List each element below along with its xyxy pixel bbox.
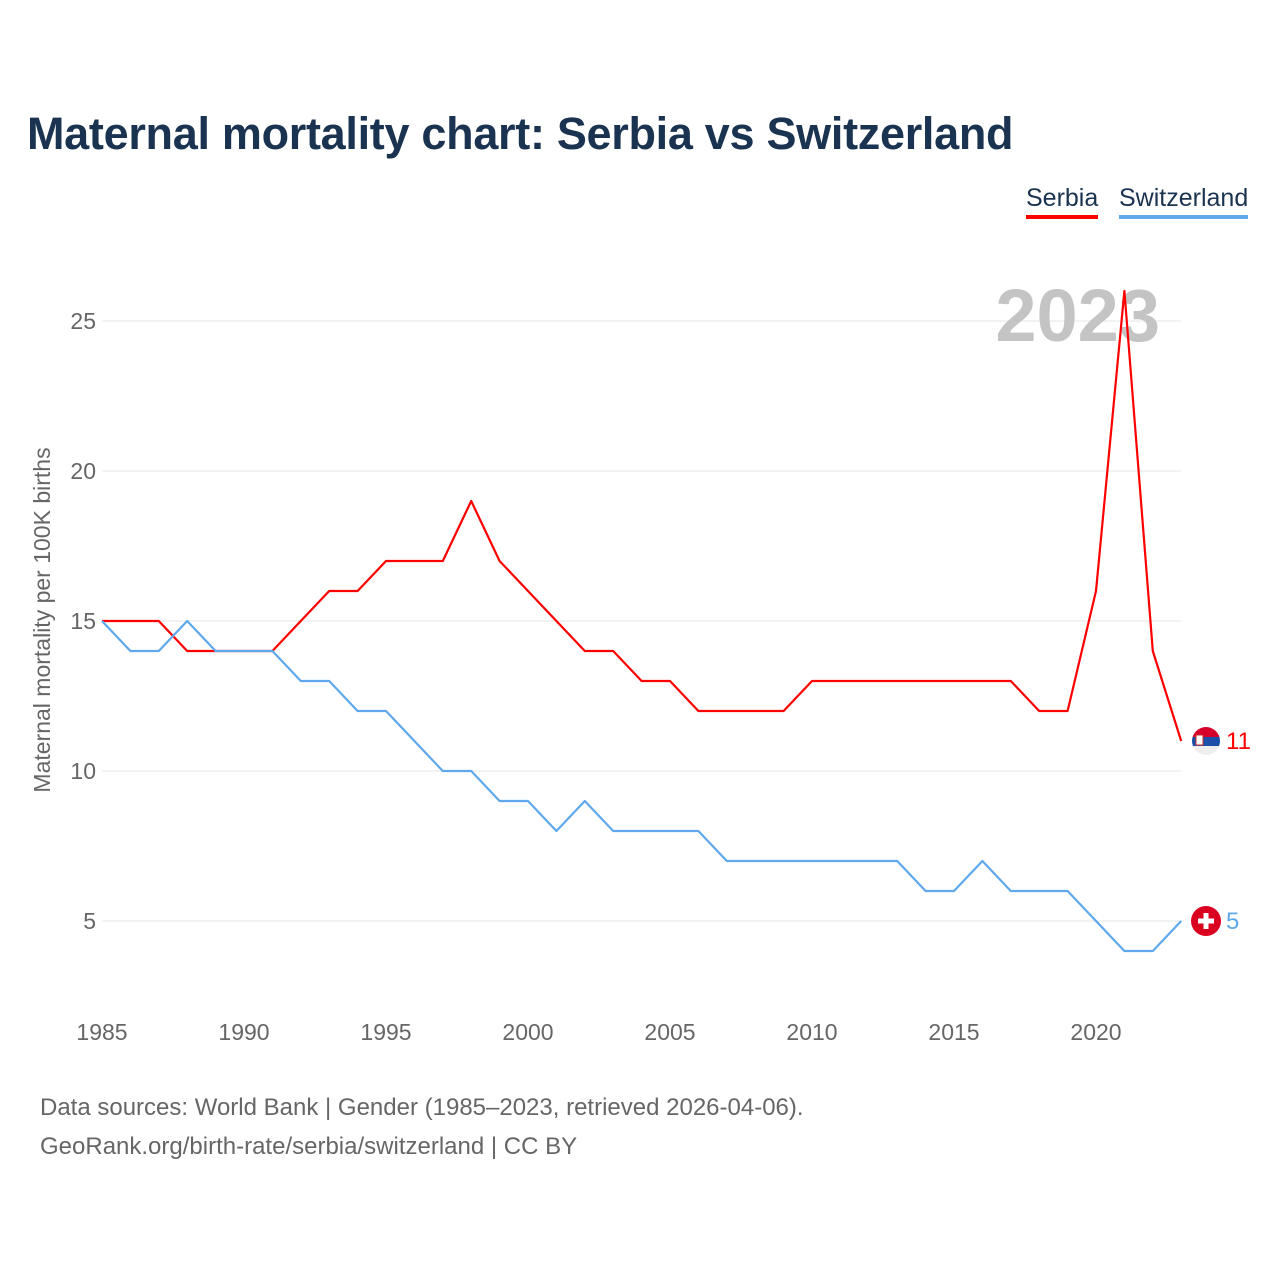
- serbia-flag-icon: [1192, 727, 1220, 755]
- y-tick-label: 10: [70, 758, 96, 784]
- x-tick-label: 2005: [644, 1019, 695, 1045]
- end-value-label: 5: [1226, 908, 1239, 935]
- x-tick-label: 2015: [928, 1019, 979, 1045]
- y-tick-label: 5: [83, 908, 96, 934]
- flag-blue: [1192, 737, 1220, 746]
- flag-cross-h: [1198, 918, 1214, 924]
- x-tick-label: 2020: [1070, 1019, 1121, 1045]
- flag-red: [1192, 727, 1220, 737]
- attribution-text[interactable]: GeoRank.org/birth-rate/serbia/switzerlan…: [40, 1133, 578, 1160]
- end-value-label: 11: [1226, 728, 1251, 755]
- data-source-text: Data sources: World Bank | Gender (1985–…: [40, 1094, 804, 1121]
- year-watermark: 2023: [995, 274, 1160, 357]
- x-tick-label: 1985: [76, 1019, 127, 1045]
- x-tick-label: 2000: [502, 1019, 553, 1045]
- y-tick-label: 15: [70, 608, 96, 634]
- legend-serbia[interactable]: Serbia: [1026, 184, 1099, 219]
- chart-title: Maternal mortality chart: Serbia vs Swit…: [27, 108, 1014, 159]
- footer: Data sources: World Bank | Gender (1985–…: [40, 1088, 804, 1166]
- flag-stripes: [1192, 727, 1220, 755]
- x-tick-label: 1995: [360, 1019, 411, 1045]
- y-tick-label: 20: [70, 458, 96, 484]
- y-axis-label: Maternal mortality per 100K births: [29, 447, 55, 792]
- series-line-switzerland: [101, 619, 1182, 953]
- x-tick-label: 1990: [218, 1019, 269, 1045]
- series-line-serbia: [102, 289, 1183, 742]
- legend-switzerland[interactable]: Switzerland: [1119, 184, 1249, 219]
- y-tick-label: 25: [70, 308, 96, 334]
- flag-white: [1192, 746, 1220, 755]
- flag-emblem: [1195, 734, 1204, 746]
- switzerland-flag-icon: [1191, 906, 1221, 936]
- x-tick-label: 2010: [786, 1019, 837, 1045]
